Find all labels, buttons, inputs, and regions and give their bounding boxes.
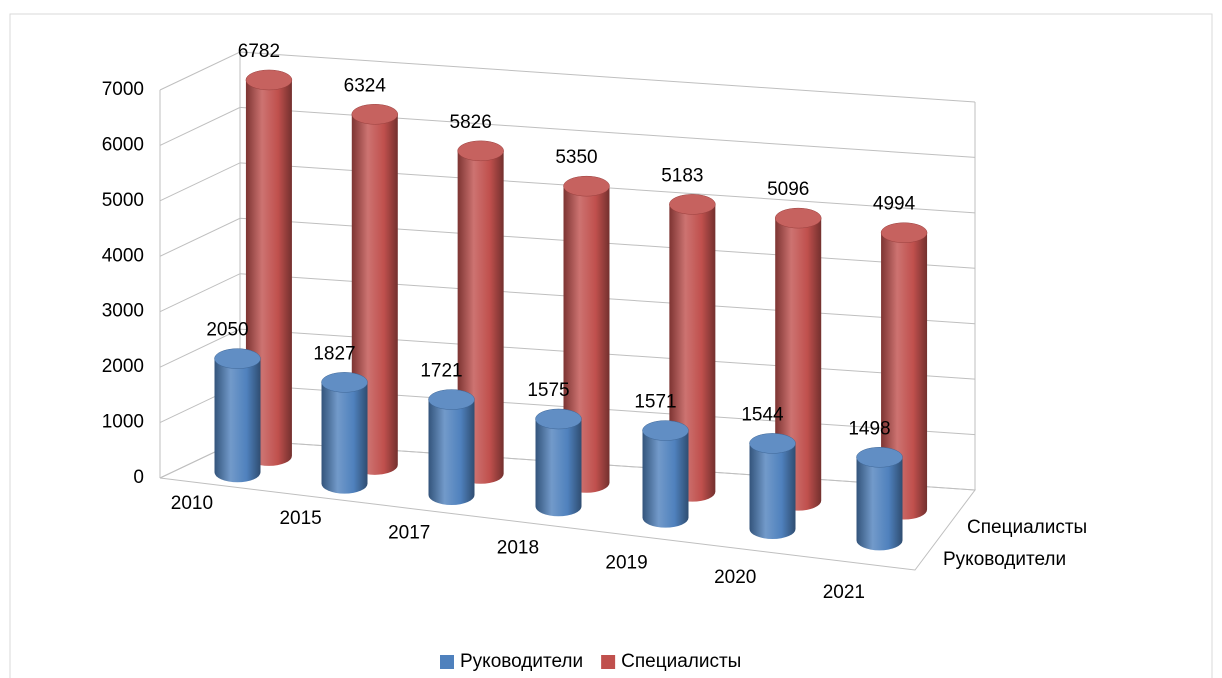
data-label: 1544 (741, 404, 784, 425)
grid-line (159, 51, 976, 103)
y-tick-label: 7000 (102, 79, 144, 100)
cylinder-top (880, 222, 928, 243)
cylinder-top (214, 348, 261, 369)
cylinder-body (642, 430, 689, 528)
data-label: 4994 (873, 194, 916, 215)
depth-label: Руководители (943, 549, 1066, 570)
data-label: 5350 (555, 147, 597, 168)
x-tick-label: 2017 (388, 523, 430, 544)
cylinder (428, 389, 475, 505)
cylinder-top (321, 372, 368, 393)
data-label: 1498 (848, 418, 890, 439)
x-tick-label: 2020 (714, 567, 756, 588)
cylinder (880, 222, 928, 520)
legend: Руководители Специалисты (440, 651, 741, 672)
cylinder-body (535, 419, 582, 517)
depth-label: Специалисты (967, 517, 1087, 538)
cylinder-top (535, 408, 582, 430)
legend-swatch (601, 655, 616, 669)
data-label: 5096 (767, 179, 809, 200)
cylinder-top (856, 447, 903, 468)
y-tick-label: 5000 (102, 190, 144, 211)
y-tick-label: 1000 (102, 412, 144, 433)
y-tick-label: 0 (133, 467, 144, 488)
y-tick-label: 2000 (102, 356, 144, 377)
cylinder (321, 372, 368, 494)
x-tick-label: 2010 (171, 493, 213, 514)
x-tick-label: 2015 (279, 508, 321, 529)
cylinder-top (351, 104, 399, 125)
cylinder-body (856, 457, 903, 551)
data-label: 6324 (344, 75, 387, 96)
cylinder-body (428, 399, 475, 505)
grid-line (159, 162, 976, 214)
data-label: 1571 (634, 392, 676, 413)
data-label: 1721 (420, 361, 462, 382)
chart-border (9, 13, 1213, 678)
cylinder-top (669, 194, 716, 215)
cylinder-body (214, 358, 261, 483)
grid-line (159, 328, 976, 380)
legend-label: Специалисты (621, 651, 741, 672)
cylinder (856, 447, 903, 551)
y-tick-label: 4000 (102, 245, 144, 266)
cylinder-top (428, 389, 475, 410)
data-label: 2050 (206, 320, 248, 341)
grid-line (159, 217, 976, 269)
y-tick-label: 6000 (102, 134, 144, 155)
data-label: 1827 (313, 343, 355, 364)
legend-swatch (440, 655, 454, 669)
cylinder-top (774, 207, 822, 229)
data-label: 1575 (527, 380, 569, 401)
y-tick-label: 3000 (102, 301, 144, 322)
x-tick-label: 2019 (605, 552, 647, 573)
cylinder (642, 420, 689, 528)
cylinder-top (563, 175, 610, 197)
data-label: 5826 (450, 112, 492, 133)
legend-label: Руководители (460, 651, 583, 672)
cylinder-body (749, 443, 796, 539)
cylinder-top (749, 433, 796, 454)
cylinder-body (321, 382, 368, 494)
data-label: 5183 (661, 165, 703, 186)
cylinder-top (457, 140, 504, 162)
grid-line (159, 273, 976, 325)
cylinder-top (245, 69, 293, 91)
cylinder-body (881, 232, 928, 520)
x-tick-label: 2018 (497, 538, 539, 559)
cylinder-top (642, 420, 689, 441)
grid-line (159, 106, 976, 158)
x-tick-label: 2021 (823, 582, 865, 603)
cylinder (214, 348, 261, 483)
cylinder (535, 408, 582, 517)
data-label: 6782 (238, 41, 280, 62)
cylinder (749, 433, 796, 539)
